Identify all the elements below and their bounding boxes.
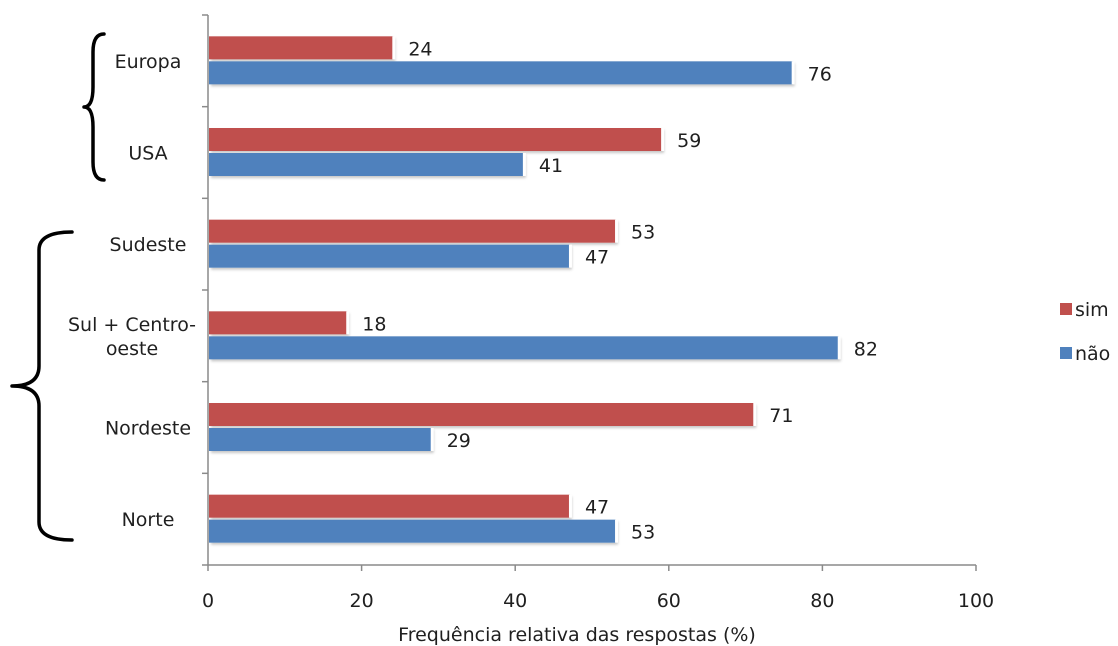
bar-sim-6: [209, 494, 570, 518]
bar-no-5: [209, 428, 432, 451]
legend-swatch-sim: [1060, 303, 1072, 315]
bar-end-highlight: [522, 153, 526, 176]
bar-no-4: [209, 336, 839, 360]
bar-end-highlight: [837, 336, 841, 360]
bar-end-highlight: [568, 244, 572, 268]
bar-end-highlight: [346, 311, 350, 335]
bar-no-1: [209, 61, 793, 85]
bar-no-6: [209, 519, 617, 543]
bar-sim-2: [209, 128, 663, 151]
legend: sim não: [1060, 299, 1110, 365]
group-brace: [82, 32, 106, 182]
bar-sim-4: [209, 311, 348, 335]
x-tick-label: 40: [503, 590, 527, 612]
bar-no-3: [209, 244, 570, 268]
bar-end-highlight: [392, 36, 396, 60]
legend-label: não: [1075, 343, 1110, 365]
bar-end-highlight: [753, 403, 757, 426]
category-label: USA: [128, 143, 167, 165]
data-label: 53: [631, 522, 655, 544]
category-label: Europa: [115, 51, 182, 73]
bar-end-highlight: [568, 494, 572, 518]
data-label: 53: [631, 222, 655, 244]
data-label: 24: [408, 38, 432, 60]
bar-sim-5: [209, 403, 755, 426]
x-tick-label: 100: [958, 590, 994, 612]
category-label: Sul + Centro-oeste: [68, 314, 196, 360]
data-labels: 24 76 59 41 53 47 18 82 71 29 47 53: [362, 38, 878, 543]
data-label: 71: [769, 405, 793, 427]
group-brace: [10, 230, 74, 542]
bar-end-highlight: [791, 61, 795, 85]
data-label: 47: [585, 497, 609, 519]
legend-label: sim: [1075, 299, 1109, 321]
x-tick-label: 80: [810, 590, 834, 612]
legend-swatch-no: [1060, 347, 1072, 359]
bar-no-2: [209, 153, 524, 176]
bar-end-highlight: [615, 519, 619, 543]
data-label: 47: [585, 247, 609, 269]
x-tick-label: 20: [350, 590, 374, 612]
bar-end-highlight: [615, 219, 619, 243]
data-label: 59: [677, 130, 701, 152]
bar-end-highlight: [661, 128, 665, 151]
data-label: 18: [362, 313, 386, 335]
data-label: 76: [808, 63, 832, 85]
axes: [202, 14, 977, 571]
bar-end-highlight: [430, 428, 434, 451]
bar-sim-1: [209, 36, 394, 60]
x-tick-label: 60: [657, 590, 681, 612]
x-tick-labels: 0 20 40 60 80 100: [202, 590, 994, 612]
data-label: 29: [447, 430, 471, 452]
data-label: 41: [539, 155, 563, 177]
x-tick-label: 0: [202, 590, 214, 612]
x-axis-title: Frequência relativa das respostas (%): [398, 624, 756, 646]
category-labels: Europa USA Sudeste Sul + Centro-oeste Nordes…: [68, 51, 196, 531]
category-label: Norte: [122, 509, 175, 531]
bars: [209, 36, 841, 543]
data-label: 82: [854, 338, 878, 360]
bar-sim-3: [209, 219, 617, 243]
category-label: Sudeste: [110, 234, 187, 256]
category-label: Nordeste: [105, 418, 191, 440]
group-braces: [10, 32, 106, 542]
